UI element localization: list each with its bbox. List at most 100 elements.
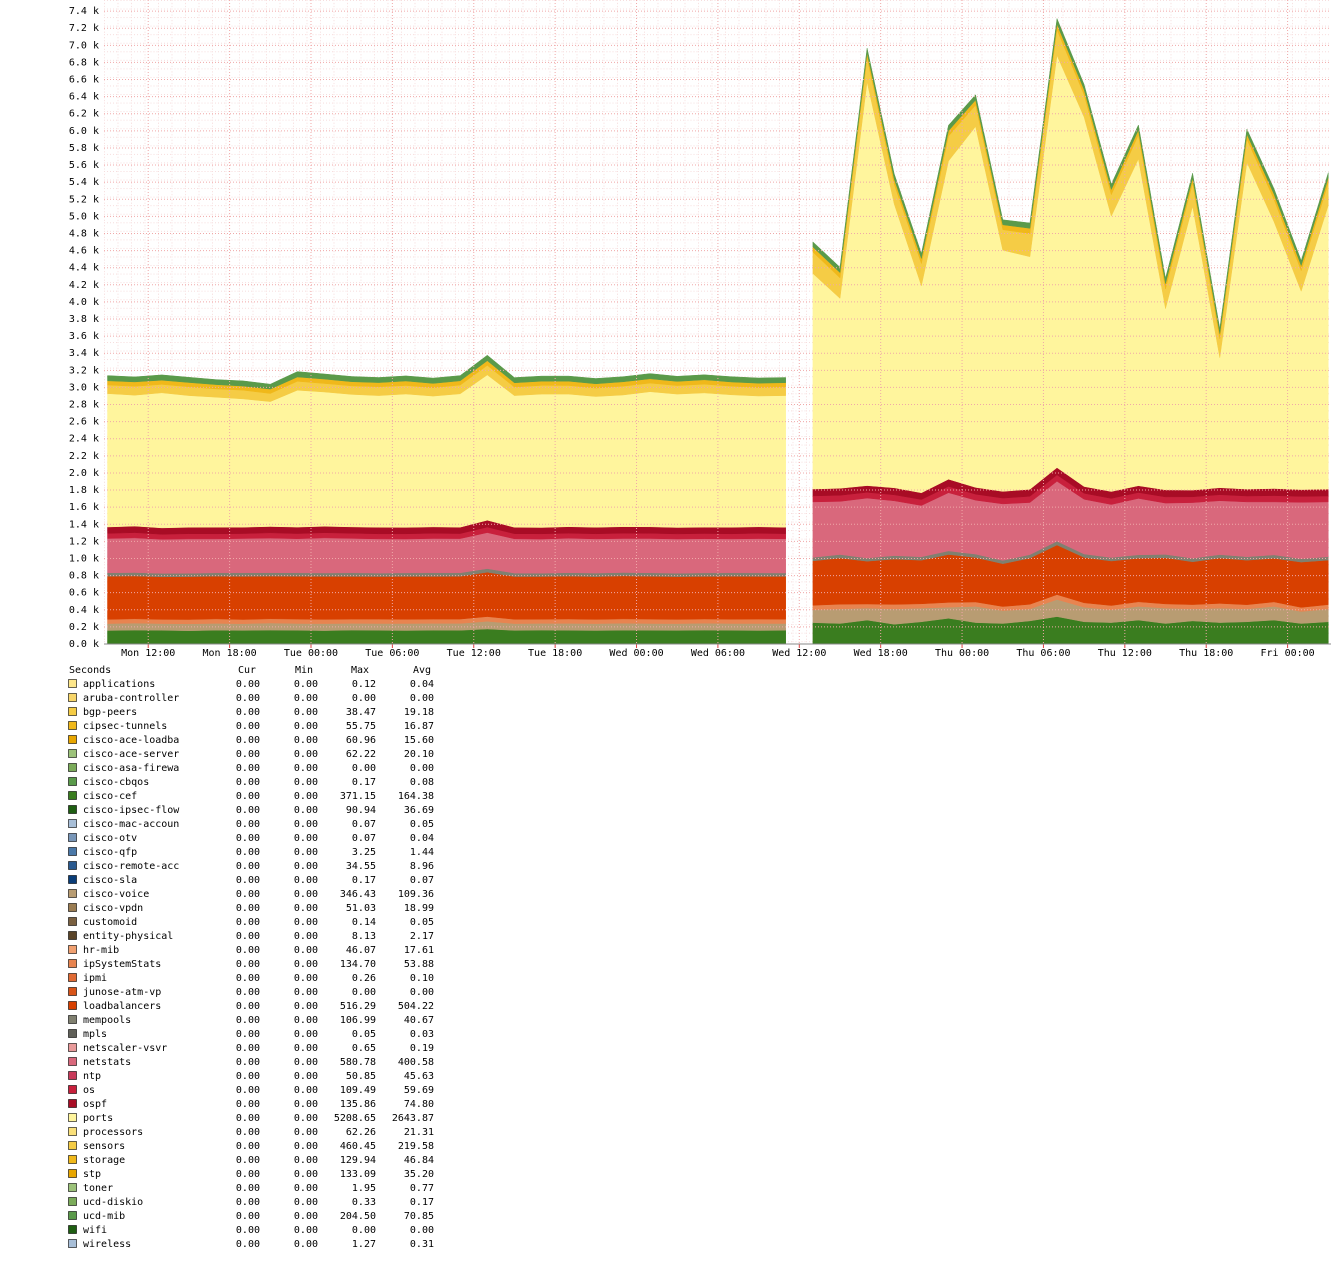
axes: 0.0 k 0.2 k 0.4 k 0.6 k 0.8 k 1.0 k 1.2 k 1.4 k… [69, 0, 1331, 659]
legend-stat: 164.38 [398, 791, 434, 802]
legend-stat: 0.17 [410, 1197, 434, 1208]
legend-stat: 62.26 [346, 1127, 376, 1138]
legend-swatch [68, 987, 77, 996]
legend-stat: 0.00 [352, 693, 376, 704]
legend-header: Avg [413, 665, 431, 676]
y-tick-label: 2.4 k [69, 434, 99, 445]
legend: Seconds Cur Min Max Avg applications 0.00 0.00 0… [68, 665, 434, 1250]
legend-name: loadbalancers [83, 1001, 161, 1012]
legend-stat: 0.00 [294, 973, 318, 984]
y-tick-label: 3.4 k [69, 348, 99, 359]
legend-stat: 516.29 [340, 1001, 376, 1012]
y-tick-label: 1.0 k [69, 553, 99, 564]
legend-swatch [68, 833, 77, 842]
legend-name: wifi [83, 1225, 107, 1236]
legend-swatch [68, 1057, 77, 1066]
y-tick-label: 5.4 k [69, 177, 99, 188]
legend-stat: 0.10 [410, 973, 434, 984]
y-tick-label: 0.6 k [69, 588, 99, 599]
legend-swatch [68, 1197, 77, 1206]
y-tick-label: 5.8 k [69, 143, 99, 154]
legend-header: Min [295, 665, 313, 676]
legend-stat: 0.07 [410, 875, 434, 886]
legend-swatch [68, 889, 77, 898]
y-tick-label: 7.4 k [69, 6, 99, 17]
legend-stat: 0.00 [294, 847, 318, 858]
legend-stat: 0.00 [294, 777, 318, 788]
legend-stat: 0.00 [236, 1057, 260, 1068]
legend-name: cisco-ace-loadba [83, 735, 179, 746]
legend-stat: 0.00 [294, 1043, 318, 1054]
legend-stat: 204.50 [340, 1211, 376, 1222]
legend-stat: 0.00 [294, 945, 318, 956]
legend-stat: 70.85 [404, 1211, 434, 1222]
legend-stat: 0.00 [294, 721, 318, 732]
legend-stat: 0.00 [236, 861, 260, 872]
y-tick-label: 4.6 k [69, 246, 99, 257]
legend-stat: 219.58 [398, 1141, 434, 1152]
legend-name: cisco-remote-acc [83, 861, 179, 872]
y-tick-label: 7.0 k [69, 40, 99, 51]
area [107, 17, 1329, 390]
y-tick-label: 5.2 k [69, 194, 99, 205]
legend-stat: 0.00 [236, 917, 260, 928]
legend-name: cipsec-tunnels [83, 721, 167, 732]
y-tick-label: 2.2 k [69, 451, 99, 462]
legend-stat: 55.75 [346, 721, 376, 732]
legend-name: netscaler-vsvr [83, 1043, 167, 1054]
x-tick-label: Mon 18:00 [203, 648, 257, 659]
legend-stat: 0.00 [294, 1141, 318, 1152]
legend-swatch [68, 931, 77, 940]
legend-name: customoid [83, 917, 137, 928]
legend-stat: 0.00 [294, 1001, 318, 1012]
legend-stat: 0.00 [294, 1071, 318, 1082]
legend-stat: 35.20 [404, 1169, 434, 1180]
legend-stat: 0.00 [410, 693, 434, 704]
legend-name: sensors [83, 1141, 125, 1152]
y-tick-label: 5.6 k [69, 160, 99, 171]
legend-stat: 0.00 [410, 1225, 434, 1236]
y-tick-label: 1.4 k [69, 519, 99, 530]
legend-swatch [68, 1169, 77, 1178]
legend-stat: 0.00 [294, 861, 318, 872]
legend-stat: 0.00 [294, 1099, 318, 1110]
legend-stat: 0.00 [410, 987, 434, 998]
legend-stat: 2.17 [410, 931, 434, 942]
legend-stat: 0.00 [236, 749, 260, 760]
legend-swatch [68, 721, 77, 730]
legend-stat: 2643.87 [392, 1113, 434, 1124]
legend-stat: 0.00 [236, 1099, 260, 1110]
legend-stat: 0.00 [236, 1155, 260, 1166]
legend-stat: 0.65 [352, 1043, 376, 1054]
legend-name: storage [83, 1155, 125, 1166]
y-tick-label: 6.4 k [69, 92, 99, 103]
y-tick-label: 3.6 k [69, 331, 99, 342]
legend-stat: 0.33 [352, 1197, 376, 1208]
legend-stat: 133.09 [340, 1169, 376, 1180]
legend-stat: 0.00 [294, 735, 318, 746]
legend-name: mpls [83, 1029, 107, 1040]
legend-stat: 0.00 [236, 1071, 260, 1082]
legend-swatch [68, 1113, 77, 1122]
legend-stat: 0.00 [236, 973, 260, 984]
legend-stat: 90.94 [346, 805, 376, 816]
legend-stat: 0.00 [294, 917, 318, 928]
legend-swatch [68, 917, 77, 926]
legend-name: cisco-ipsec-flow [83, 805, 180, 816]
legend-swatch [68, 749, 77, 758]
legend-stat: 0.17 [352, 777, 376, 788]
legend-stat: 0.07 [352, 819, 376, 830]
legend-name: cisco-ace-server [83, 749, 179, 760]
y-tick-label: 6.8 k [69, 57, 99, 68]
legend-swatch [68, 735, 77, 744]
legend-stat: 0.00 [236, 889, 260, 900]
legend-stat: 0.00 [294, 959, 318, 970]
legend-stat: 0.00 [236, 903, 260, 914]
legend-stat: 18.99 [404, 903, 434, 914]
legend-swatch [68, 861, 77, 870]
legend-stat: 20.10 [404, 749, 434, 760]
legend-stat: 0.26 [352, 973, 376, 984]
legend-stat: 0.00 [294, 693, 318, 704]
legend-swatch [68, 1015, 77, 1024]
legend-stat: 0.31 [410, 1239, 434, 1250]
